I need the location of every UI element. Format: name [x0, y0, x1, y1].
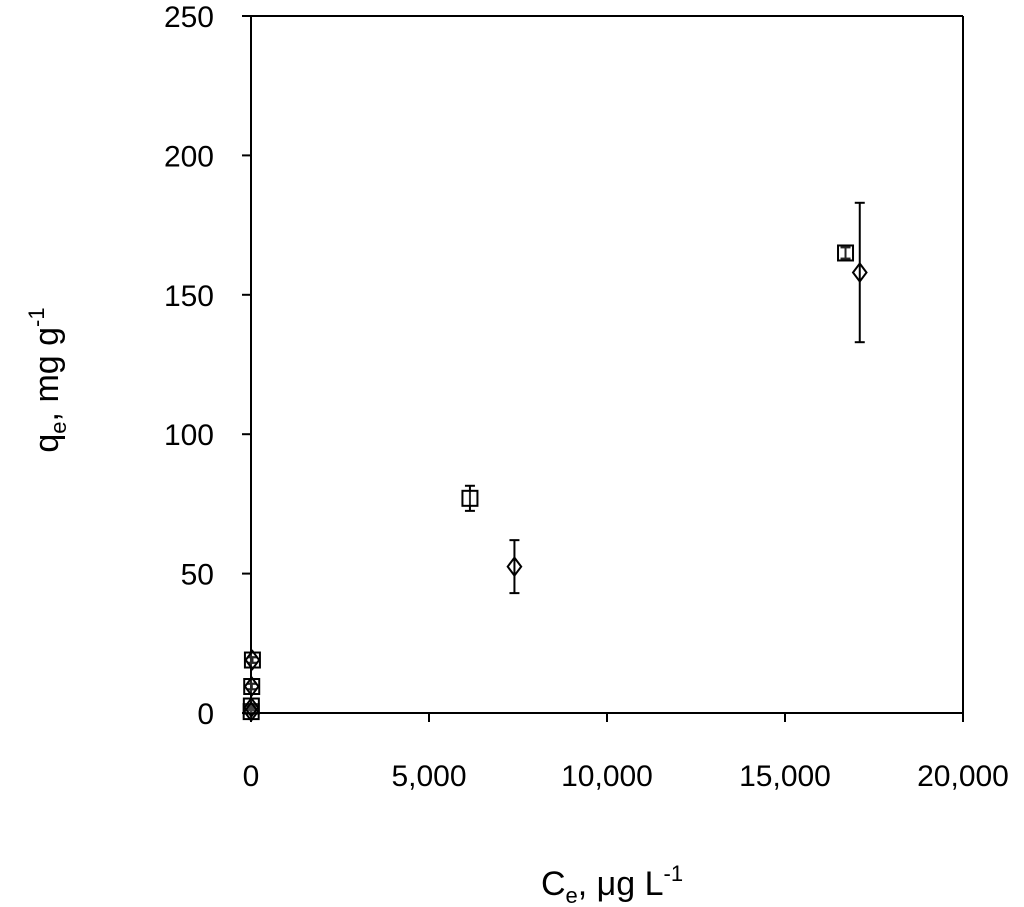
error-bars [246, 201, 865, 714]
plot-frame [250, 15, 964, 714]
data-point-diamond [244, 649, 261, 671]
x-tick-label: 20,000 [917, 760, 1009, 793]
data-point-square [243, 651, 261, 669]
x-axis-title-main: C [541, 865, 566, 903]
y-axis-title-sub: e [46, 421, 71, 433]
x-axis-title-rest: , μg L [578, 865, 664, 903]
x-tick-label: 15,000 [739, 760, 831, 793]
x-tick-label: 5,000 [391, 760, 466, 793]
error-bar [854, 201, 865, 344]
x-axis-title-sup: -1 [664, 861, 684, 886]
x-axis-title-sub: e [566, 883, 578, 907]
y-axis-title-main: q [28, 434, 66, 453]
data-point-diamond [243, 696, 260, 719]
data-point-diamond [506, 555, 523, 578]
x-axis: 0 5,000 10,000 15,000 20,000 [243, 713, 1009, 793]
y-tick-label: 0 [197, 698, 214, 731]
error-bar [509, 539, 520, 595]
data-point-square [243, 678, 261, 696]
y-tick-label: 50 [181, 559, 214, 592]
error-bar [247, 656, 258, 664]
x-tick-label: 10,000 [561, 760, 653, 793]
data-point-diamond [851, 261, 868, 284]
y-tick-label: 250 [164, 1, 214, 34]
error-bar [246, 682, 257, 691]
x-axis-title: Ce, μg L-1 [541, 861, 683, 907]
y-axis-title: qe, mg g-1 [24, 307, 71, 452]
error-bar [840, 246, 851, 260]
data-point-square [461, 489, 479, 507]
y-axis: 0 50 100 150 200 250 [164, 1, 251, 731]
data-point-diamond [243, 675, 260, 698]
y-axis-title-sup: -1 [24, 307, 49, 327]
data-point-square [837, 244, 855, 262]
y-tick-label: 150 [164, 280, 214, 313]
y-tick-label: 100 [164, 419, 214, 452]
y-axis-title-rest: , mg g [28, 327, 66, 421]
y-tick-label: 200 [164, 140, 214, 173]
data-markers [242, 244, 868, 723]
x-tick-label: 0 [243, 760, 260, 793]
